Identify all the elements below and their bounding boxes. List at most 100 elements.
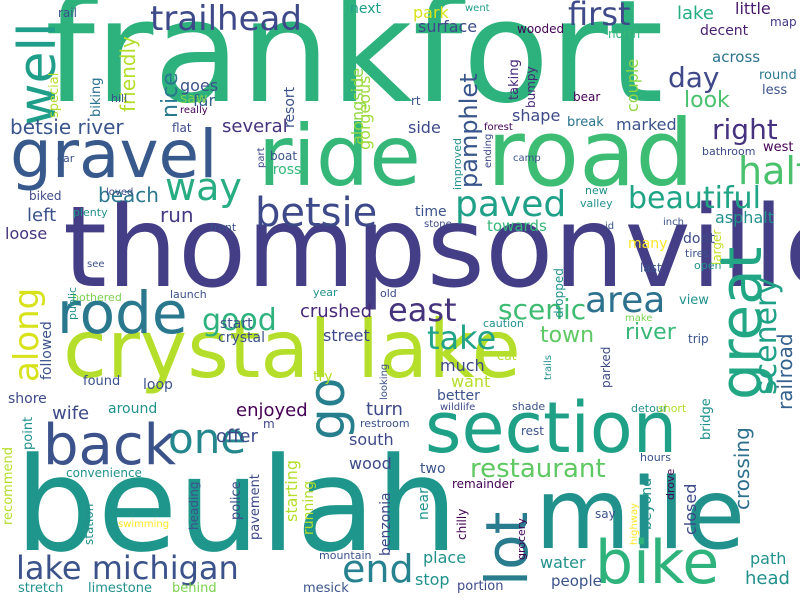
word-near: near — [416, 488, 432, 520]
word-dont: dont — [683, 231, 715, 247]
word-trails: trails — [543, 355, 554, 380]
word-next: next — [350, 1, 382, 17]
word-biked: biked — [29, 189, 62, 203]
word-wife: wife — [52, 403, 90, 424]
word-old: old — [380, 287, 397, 300]
word-found: found — [83, 374, 121, 389]
word-point: point — [21, 416, 36, 450]
word-looking: looking — [379, 363, 390, 400]
word-limestone: limestone — [88, 581, 152, 596]
word-west: west — [763, 140, 794, 155]
word-goes: goes — [180, 76, 219, 95]
word-run: run — [160, 203, 194, 227]
word-street: street — [323, 326, 370, 345]
word-people: people — [551, 572, 602, 590]
word-left: left — [27, 205, 57, 226]
word-lake-michigan: lake michigan — [16, 549, 239, 587]
word-taking: taking — [507, 59, 522, 100]
word-trailhead: trailhead — [150, 0, 302, 39]
word-pavement: pavement — [248, 474, 263, 540]
word-flat: flat — [172, 121, 192, 135]
word-inch: inch — [663, 217, 684, 228]
word-section: section — [425, 387, 678, 469]
word-end: end — [342, 547, 414, 591]
word-couple: couple — [623, 58, 642, 112]
word-place: place — [423, 548, 467, 567]
word-shade: shade — [512, 400, 546, 413]
word-rode: rode — [57, 279, 188, 347]
word-area: area — [585, 280, 666, 321]
word-turn: turn — [366, 399, 403, 420]
word-rt: rt — [411, 94, 421, 108]
word-half: half — [738, 149, 800, 193]
word-river: river — [625, 320, 676, 345]
word-wood: wood — [349, 454, 392, 473]
word-cross: cross — [265, 162, 302, 178]
word-eat: eat — [497, 349, 517, 363]
word-short: short — [658, 402, 687, 415]
word-special: special — [47, 72, 62, 118]
word-say: say — [595, 507, 616, 521]
word-much: much — [440, 356, 485, 375]
word-boat: boat — [270, 149, 298, 163]
word-trip: trip — [688, 332, 709, 346]
word-view: view — [679, 293, 709, 308]
word-launch: launch — [170, 288, 207, 301]
word-want: want — [451, 372, 491, 391]
word-crushed: crushed — [300, 301, 372, 322]
word-beautiful: beautiful — [628, 181, 761, 216]
word-went: went — [465, 3, 490, 14]
word-stone: stone — [424, 219, 452, 230]
word-town: town — [540, 323, 595, 348]
word-way: way — [165, 165, 242, 209]
word-right: right — [712, 113, 778, 146]
word-path: path — [750, 549, 787, 568]
word-north: north — [608, 27, 641, 41]
word-scenic: scenic — [498, 293, 587, 326]
word-plenty: plenty — [73, 206, 108, 219]
word-shore: shore — [8, 391, 47, 407]
word-railroad: railroad — [773, 333, 797, 410]
word-time: time — [415, 204, 447, 220]
word-mile: mile — [535, 458, 746, 572]
word-beulah: beulah — [15, 429, 459, 581]
word-asphalt: asphalt — [715, 208, 774, 227]
word-crystal-lake: crystal lake — [63, 303, 521, 396]
word-drove: drove — [664, 468, 677, 500]
word-day: day — [668, 61, 720, 94]
word-map: map — [770, 15, 797, 29]
word-round: round — [759, 68, 797, 83]
word-make: make — [625, 313, 653, 324]
word-first: first — [568, 0, 631, 33]
word-marked: marked — [616, 115, 677, 134]
word-nice: nice — [158, 72, 183, 118]
word-around: around — [108, 401, 158, 417]
word-thompsonville: thompsonville — [63, 183, 800, 313]
word-water: water — [540, 553, 586, 572]
word-public: public — [66, 286, 79, 320]
word-station: station — [82, 503, 96, 545]
word-caution: caution — [483, 317, 524, 330]
word-across: across — [712, 48, 761, 66]
word-try: try — [313, 369, 333, 385]
word-closed: closed — [681, 483, 700, 535]
word-detour: detour — [631, 402, 668, 415]
word-recommend: recommend — [1, 447, 16, 525]
word-year: year — [313, 286, 338, 299]
word-surface: surface — [418, 17, 478, 36]
word-restroom: restroom — [360, 417, 410, 430]
word-starting: starting — [282, 459, 301, 522]
word-loved: loved — [106, 187, 134, 198]
word-betsie: betsie — [255, 190, 378, 236]
word-police: police — [229, 481, 244, 520]
word-forest: forest — [484, 122, 513, 133]
word-decent: decent — [700, 23, 749, 39]
word-camp: camp — [513, 153, 541, 164]
word-highway: highway — [629, 502, 640, 545]
word-wildlife: wildlife — [440, 402, 476, 413]
word-hill: hill — [111, 92, 128, 105]
word-rail: rail — [58, 6, 77, 20]
word-crossing: crossing — [730, 427, 754, 510]
word-valley: valley — [580, 197, 613, 210]
word-side: side — [408, 118, 441, 137]
